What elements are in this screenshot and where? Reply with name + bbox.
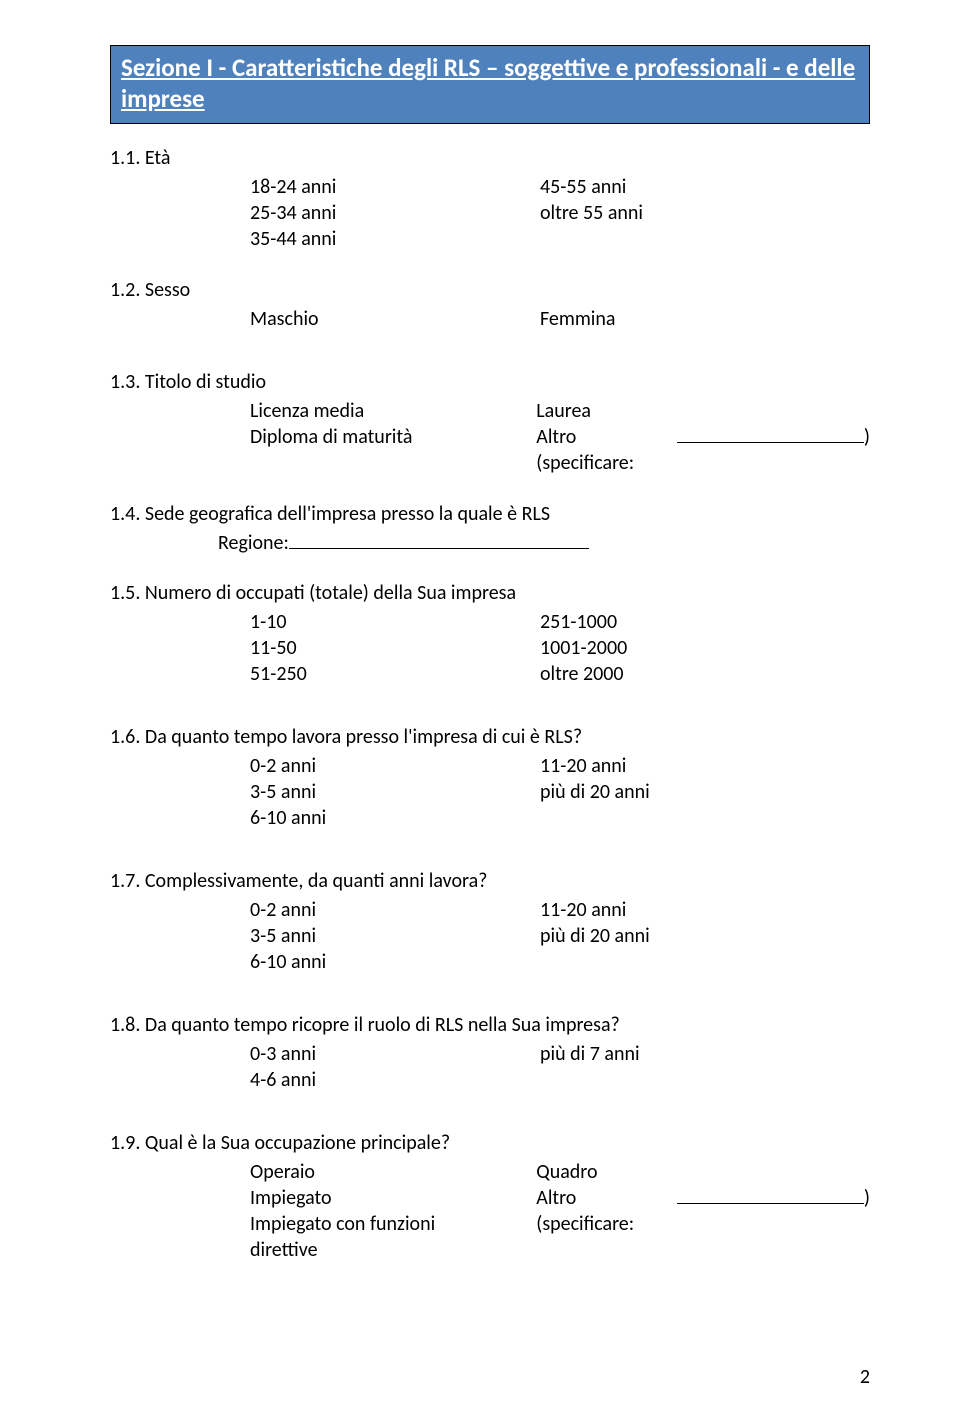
question-title: 1.4. Sede geografica dell'impresa presso… <box>110 502 870 526</box>
option-label: 51-250 <box>250 661 307 687</box>
option[interactable]: Licenza media <box>218 398 504 424</box>
option[interactable]: Maschio <box>218 306 508 332</box>
question-1-2: 1.2. Sesso Maschio Femmina <box>110 278 870 332</box>
option-label: Operaio <box>250 1159 315 1185</box>
option[interactable]: 4-6 anni <box>218 1067 508 1093</box>
option-label: 45-55 anni <box>540 174 626 200</box>
option-label: Impiegato <box>250 1185 332 1211</box>
question-1-4: 1.4. Sede geografica dell'impresa presso… <box>110 502 870 555</box>
option-label: 11-20 anni <box>540 897 626 923</box>
option-label: più di 7 anni <box>540 1041 640 1067</box>
option-label: 1-10 <box>250 609 287 635</box>
option[interactable]: 6-10 anni <box>218 949 508 975</box>
region-label: Regione: <box>218 531 289 555</box>
question-title: 1.5. Numero di occupati (totale) della S… <box>110 581 870 605</box>
section-header-text: Sezione I - Caratteristiche degli RLS – … <box>121 52 859 115</box>
option[interactable]: 1001-2000 <box>508 635 627 661</box>
option-label: Altro (specificare: <box>536 1185 676 1237</box>
option-label: 6-10 anni <box>250 949 326 975</box>
option-label: 1001-2000 <box>540 635 627 661</box>
option-label: Altro (specificare: <box>536 424 676 476</box>
option[interactable]: più di 20 anni <box>508 923 650 949</box>
option[interactable]: 3-5 anni <box>218 779 508 805</box>
option-label: 11-50 <box>250 635 297 661</box>
option-label: 0-3 anni <box>250 1041 316 1067</box>
option[interactable]: 11-50 <box>218 635 508 661</box>
section-header: Sezione I - Caratteristiche degli RLS – … <box>110 45 870 124</box>
option-label: 35-44 anni <box>250 226 336 252</box>
option-label: Licenza media <box>250 398 364 424</box>
option[interactable]: oltre 55 anni <box>508 200 643 226</box>
option[interactable]: Quadro <box>504 1159 870 1185</box>
option-label: Maschio <box>250 306 319 332</box>
question-title: 1.3. Titolo di studio <box>110 370 870 394</box>
option[interactable]: 0-3 anni <box>218 1041 508 1067</box>
option[interactable]: 11-20 anni <box>508 753 650 779</box>
question-title: 1.6. Da quanto tempo lavora presso l'imp… <box>110 725 870 749</box>
option-label: Laurea <box>536 398 591 424</box>
question-title: 1.9. Qual è la Sua occupazione principal… <box>110 1131 870 1155</box>
option[interactable]: più di 20 anni <box>508 779 650 805</box>
option[interactable]: Impiegato <box>218 1185 504 1211</box>
option[interactable]: 25-34 anni <box>218 200 508 226</box>
option[interactable]: 3-5 anni <box>218 923 508 949</box>
question-title: 1.8. Da quanto tempo ricopre il ruolo di… <box>110 1013 870 1037</box>
option-label: 251-1000 <box>540 609 617 635</box>
option[interactable]: 18-24 anni <box>218 174 508 200</box>
option-label: 11-20 anni <box>540 753 626 779</box>
question-1-6: 1.6. Da quanto tempo lavora presso l'imp… <box>110 725 870 831</box>
option[interactable]: Femmina <box>508 306 615 332</box>
option-label: 0-2 anni <box>250 897 316 923</box>
option-specify[interactable]: Altro (specificare:) <box>504 1185 870 1237</box>
option[interactable]: 51-250 <box>218 661 508 687</box>
question-1-9: 1.9. Qual è la Sua occupazione principal… <box>110 1131 870 1263</box>
specify-suffix: ) <box>864 424 870 450</box>
option[interactable]: 35-44 anni <box>218 226 508 252</box>
option[interactable]: Operaio <box>218 1159 504 1185</box>
fill-line[interactable] <box>289 530 589 549</box>
option[interactable]: 45-55 anni <box>508 174 643 200</box>
option[interactable]: 0-2 anni <box>218 753 508 779</box>
question-1-3: 1.3. Titolo di studio Licenza media Dipl… <box>110 370 870 476</box>
option-label: Femmina <box>540 306 615 332</box>
option[interactable]: più di 7 anni <box>508 1041 640 1067</box>
question-title: 1.2. Sesso <box>110 278 870 302</box>
option[interactable]: 0-2 anni <box>218 897 508 923</box>
option-label: oltre 55 anni <box>540 200 643 226</box>
option-label: 3-5 anni <box>250 923 316 949</box>
option-label: 0-2 anni <box>250 753 316 779</box>
option-label: Quadro <box>536 1159 597 1185</box>
option-label: Diploma di maturità <box>250 424 412 450</box>
fill-line[interactable] <box>677 1185 864 1204</box>
page-number: 2 <box>860 1365 870 1389</box>
question-title: 1.1. Età <box>110 146 870 170</box>
option[interactable]: Diploma di maturità <box>218 424 504 450</box>
option-label: Impiegato con funzioni direttive <box>250 1211 450 1263</box>
question-1-5: 1.5. Numero di occupati (totale) della S… <box>110 581 870 687</box>
option[interactable]: Impiegato con funzioni direttive <box>218 1211 504 1263</box>
option[interactable]: 11-20 anni <box>508 897 650 923</box>
specify-suffix: ) <box>864 1185 870 1211</box>
option[interactable]: 1-10 <box>218 609 508 635</box>
option[interactable]: 6-10 anni <box>218 805 508 831</box>
option-specify[interactable]: Altro (specificare:) <box>504 424 870 476</box>
option-label: 18-24 anni <box>250 174 336 200</box>
fill-line[interactable] <box>677 424 864 443</box>
question-1-7: 1.7. Complessivamente, da quanti anni la… <box>110 869 870 975</box>
option-label: più di 20 anni <box>540 779 650 805</box>
question-title: 1.7. Complessivamente, da quanti anni la… <box>110 869 870 893</box>
option-label: 6-10 anni <box>250 805 326 831</box>
question-1-8: 1.8. Da quanto tempo ricopre il ruolo di… <box>110 1013 870 1093</box>
option[interactable]: oltre 2000 <box>508 661 627 687</box>
option-label: 25-34 anni <box>250 200 336 226</box>
option[interactable]: Laurea <box>504 398 870 424</box>
option-label: 3-5 anni <box>250 779 316 805</box>
question-1-1: 1.1. Età 18-24 anni 25-34 anni 35-44 ann… <box>110 146 870 252</box>
option-label: oltre 2000 <box>540 661 624 687</box>
option-label: 4-6 anni <box>250 1067 316 1093</box>
option[interactable]: 251-1000 <box>508 609 627 635</box>
option-label: più di 20 anni <box>540 923 650 949</box>
